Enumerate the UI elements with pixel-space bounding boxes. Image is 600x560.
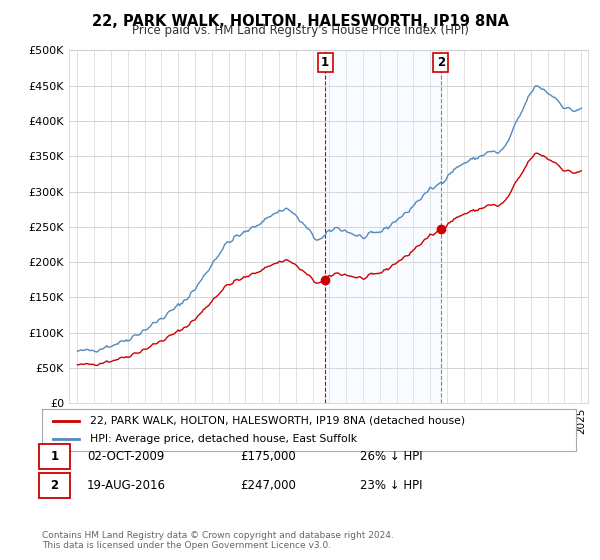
Text: Contains HM Land Registry data © Crown copyright and database right 2024.
This d: Contains HM Land Registry data © Crown c… [42,530,394,550]
Text: 1: 1 [50,450,59,463]
Text: 1: 1 [321,56,329,69]
Text: 22, PARK WALK, HOLTON, HALESWORTH, IP19 8NA: 22, PARK WALK, HOLTON, HALESWORTH, IP19 … [91,14,509,29]
Text: 26% ↓ HPI: 26% ↓ HPI [360,450,422,463]
Bar [325,50,440,403]
Text: 2: 2 [437,56,445,69]
Text: £175,000: £175,000 [240,450,296,463]
Text: 2: 2 [50,479,59,492]
Text: Price paid vs. HM Land Registry's House Price Index (HPI): Price paid vs. HM Land Registry's House … [131,24,469,37]
Text: 02-OCT-2009: 02-OCT-2009 [87,450,164,463]
Text: HPI: Average price, detached house, East Suffolk: HPI: Average price, detached house, East… [90,434,357,444]
Text: 22, PARK WALK, HOLTON, HALESWORTH, IP19 8NA (detached house): 22, PARK WALK, HOLTON, HALESWORTH, IP19 … [90,416,465,426]
Text: £247,000: £247,000 [240,479,296,492]
Text: 23% ↓ HPI: 23% ↓ HPI [360,479,422,492]
Text: 19-AUG-2016: 19-AUG-2016 [87,479,166,492]
